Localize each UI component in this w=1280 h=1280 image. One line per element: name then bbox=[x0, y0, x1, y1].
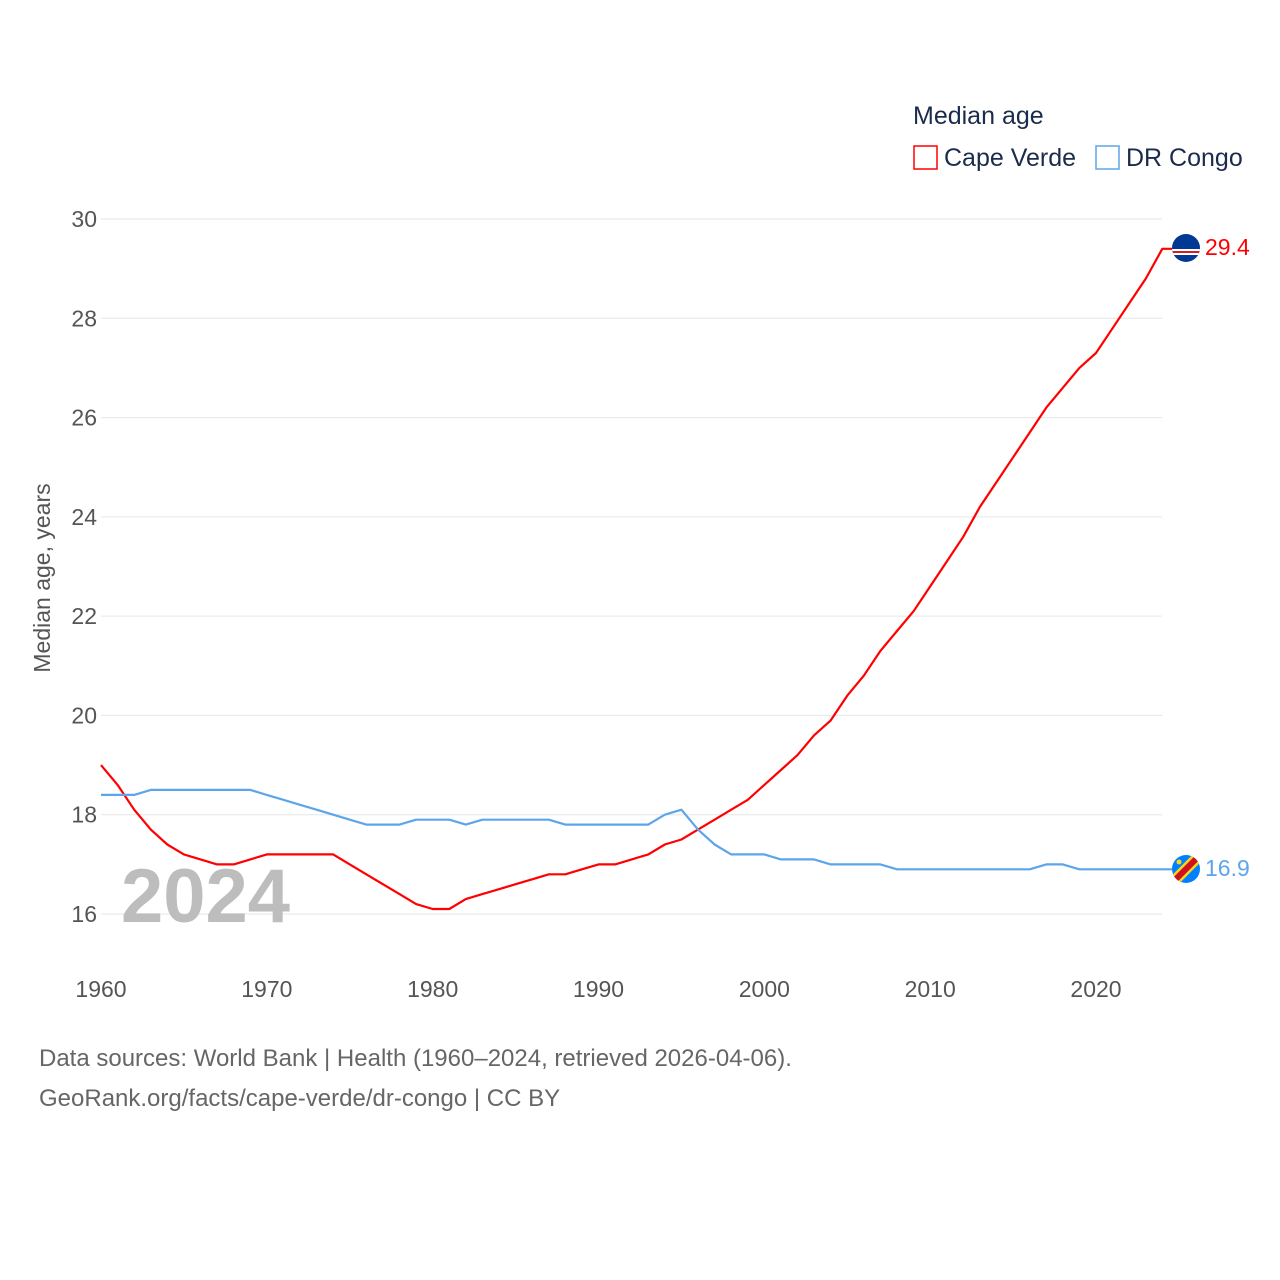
y-axis: 16 18 20 22 24 26 28 30 bbox=[71, 206, 97, 927]
dr-congo-flag-icon bbox=[1172, 855, 1200, 883]
legend-label-dr-congo[interactable]: DR Congo bbox=[1126, 144, 1243, 172]
x-tick-label: 1970 bbox=[241, 976, 292, 1002]
credit-link[interactable]: GeoRank.org/facts/cape-verde/dr-congo | … bbox=[39, 1085, 561, 1112]
y-tick-label: 26 bbox=[71, 405, 97, 431]
series-lines bbox=[100, 247, 1172, 911]
y-tick-label: 22 bbox=[71, 603, 97, 629]
legend: Median age Cape Verde DR Congo bbox=[913, 102, 1243, 172]
data-sources: Data sources: World Bank | Health (1960–… bbox=[39, 1045, 792, 1072]
y-tick-label: 28 bbox=[71, 305, 97, 331]
y-tick-label: 16 bbox=[71, 901, 97, 927]
legend-swatch-cape-verde bbox=[913, 145, 938, 170]
x-tick-label: 2000 bbox=[739, 976, 790, 1002]
series-line-dr-congo[interactable] bbox=[101, 788, 1172, 871]
y-tick-label: 24 bbox=[71, 504, 97, 530]
legend-title: Median age bbox=[913, 102, 1044, 130]
x-tick-label: 2020 bbox=[1070, 976, 1121, 1002]
x-axis: 1960 1970 1980 1990 2000 2010 2020 bbox=[75, 976, 1121, 1002]
end-label-cape-verde: 29.4 bbox=[1205, 234, 1250, 260]
end-marker-dr-congo: 16.9 bbox=[1172, 855, 1250, 883]
y-tick-label: 20 bbox=[71, 702, 97, 728]
end-label-dr-congo: 16.9 bbox=[1205, 855, 1250, 881]
grid bbox=[101, 218, 1162, 915]
legend-label-cape-verde[interactable]: Cape Verde bbox=[944, 144, 1076, 172]
x-tick-label: 1980 bbox=[407, 976, 458, 1002]
y-axis-label: Median age, years bbox=[29, 483, 55, 672]
year-watermark: 2024 bbox=[121, 854, 290, 939]
series-line-cape-verde[interactable] bbox=[100, 247, 1172, 911]
x-tick-label: 2010 bbox=[905, 976, 956, 1002]
x-tick-label: 1960 bbox=[75, 976, 126, 1002]
end-marker-cape-verde: 29.4 bbox=[1172, 234, 1250, 262]
legend-swatch-dr-congo bbox=[1095, 145, 1120, 170]
y-tick-label: 30 bbox=[71, 206, 97, 232]
y-tick-label: 18 bbox=[71, 802, 97, 828]
x-tick-label: 1990 bbox=[573, 976, 624, 1002]
cape-verde-flag-icon bbox=[1172, 234, 1200, 262]
